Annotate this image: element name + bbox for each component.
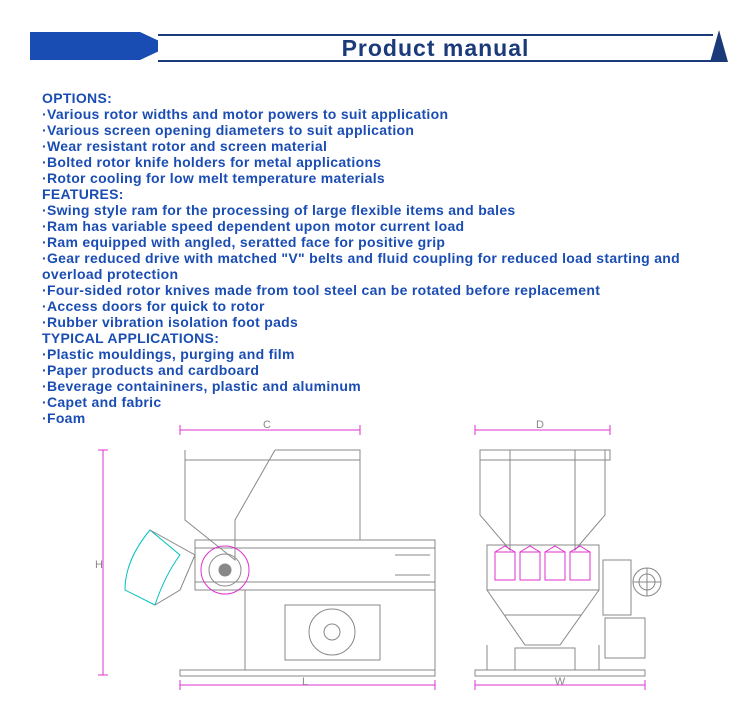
diagram-svg: C H L — [95, 420, 665, 690]
technical-diagram: C H L — [95, 420, 665, 690]
side-view: C H L — [95, 420, 435, 690]
options-item: ·Bolted rotor knife holders for metal ap… — [42, 154, 710, 170]
dim-label-w: W — [555, 676, 566, 688]
dim-label-l: L — [302, 676, 308, 688]
features-item: ·Swing style ram for the processing of l… — [42, 202, 710, 218]
dim-label-c: C — [263, 420, 271, 431]
banner-chevron-left — [30, 26, 170, 66]
features-item: ·Rubber vibration isolation foot pads — [42, 314, 710, 330]
features-item: ·Ram equipped with angled, seratted face… — [42, 234, 710, 250]
options-heading: OPTIONS: — [42, 90, 710, 106]
options-item: ·Various screen opening diameters to sui… — [42, 122, 710, 138]
options-item: ·Various rotor widths and motor powers t… — [42, 106, 710, 122]
front-view: D W — [475, 420, 661, 690]
applications-heading: TYPICAL APPLICATIONS: — [42, 330, 710, 346]
options-item: ·Rotor cooling for low melt temperature … — [42, 170, 710, 186]
banner-arrow-right — [710, 30, 728, 62]
options-item: ·Wear resistant rotor and screen materia… — [42, 138, 710, 154]
features-heading: FEATURES: — [42, 186, 710, 202]
content-body: OPTIONS: ·Various rotor widths and motor… — [0, 70, 750, 426]
features-item: ·Gear reduced drive with matched "V" bel… — [42, 250, 710, 282]
dim-label-d: D — [536, 420, 544, 431]
applications-item: ·Paper products and cardboard — [42, 362, 710, 378]
applications-item: ·Beverage containiners, plastic and alum… — [42, 378, 710, 394]
applications-item: ·Plastic mouldings, purging and film — [42, 346, 710, 362]
features-item: ·Four-sided rotor knives made from tool … — [42, 282, 710, 298]
applications-item: ·Capet and fabric — [42, 394, 710, 410]
dim-label-h: H — [95, 559, 103, 571]
features-item: ·Ram has variable speed dependent upon m… — [42, 218, 710, 234]
features-item: ·Access doors for quick to rotor — [42, 298, 710, 314]
banner-title: Product manual — [342, 35, 530, 61]
banner-title-bar: Product manual — [158, 34, 713, 62]
header-banner: Product manual — [0, 20, 750, 70]
